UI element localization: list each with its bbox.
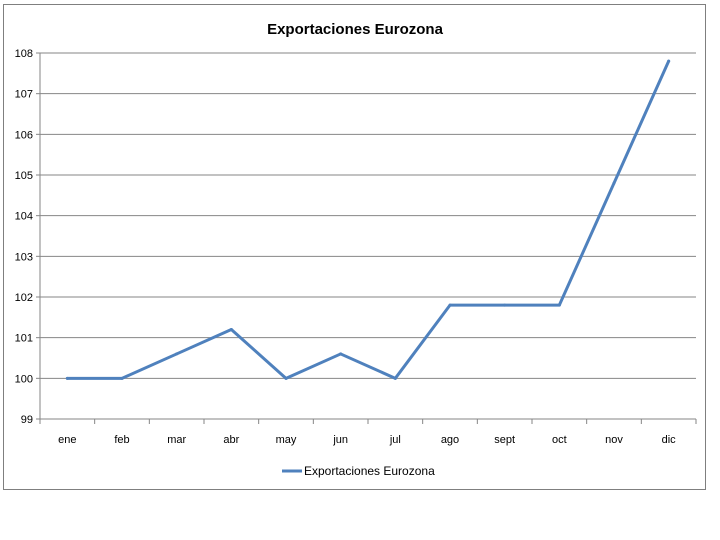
- x-tick-label-nov: nov: [605, 434, 623, 446]
- y-tick-label-99: 99: [21, 414, 33, 426]
- data-point-ene: [65, 376, 69, 380]
- x-tick-label-dic: dic: [662, 434, 677, 446]
- data-point-feb: [120, 376, 124, 380]
- x-tick-label-mar: mar: [167, 434, 186, 446]
- data-point-jul: [393, 376, 397, 380]
- chart-frame: [3, 4, 706, 490]
- x-tick-label-ago: ago: [441, 434, 459, 446]
- data-point-oct: [557, 303, 561, 307]
- data-point-jun: [339, 352, 343, 356]
- y-tick-label-107: 107: [15, 89, 33, 101]
- gridlines: [40, 52, 696, 379]
- y-tick-label-103: 103: [15, 251, 33, 263]
- data-point-may: [284, 376, 288, 380]
- y-axis-tick-labels: 99 100 101 102 103 104 105 106 107 108: [15, 48, 40, 426]
- data-point-nov: [612, 181, 616, 185]
- data-point-mar: [175, 352, 179, 356]
- x-tick-label-oct: oct: [552, 434, 567, 446]
- x-tick-label-jul: jul: [389, 434, 401, 446]
- series-line-0: [65, 59, 671, 380]
- data-point-dic: [667, 59, 671, 63]
- x-tick-label-jun: jun: [332, 434, 348, 446]
- y-tick-label-101: 101: [15, 333, 33, 345]
- x-tick-label-may: may: [276, 434, 297, 446]
- y-tick-label-108: 108: [15, 48, 33, 60]
- legend: Exportaciones Eurozona: [282, 464, 435, 478]
- x-tick-label-abr: abr: [223, 434, 239, 446]
- legend-label: Exportaciones Eurozona: [304, 464, 435, 478]
- y-tick-label-100: 100: [15, 373, 33, 385]
- data-point-abr: [229, 328, 233, 332]
- x-axis-tick-labels: ene feb mar abr may jun jul ago sept oct nov dic: [39, 419, 697, 446]
- x-tick-label-ene: ene: [58, 434, 76, 446]
- y-tick-label-104: 104: [15, 211, 33, 223]
- chart-title: Exportaciones Eurozona: [267, 21, 444, 38]
- y-tick-label-106: 106: [15, 129, 33, 141]
- y-tick-label-105: 105: [15, 170, 33, 182]
- data-point-sept: [503, 303, 507, 307]
- x-tick-label-feb: feb: [114, 434, 129, 446]
- x-tick-label-sept: sept: [494, 434, 515, 446]
- data-point-ago: [448, 303, 452, 307]
- y-tick-label-102: 102: [15, 292, 33, 304]
- axes: [39, 53, 696, 420]
- series-layer: [65, 59, 671, 380]
